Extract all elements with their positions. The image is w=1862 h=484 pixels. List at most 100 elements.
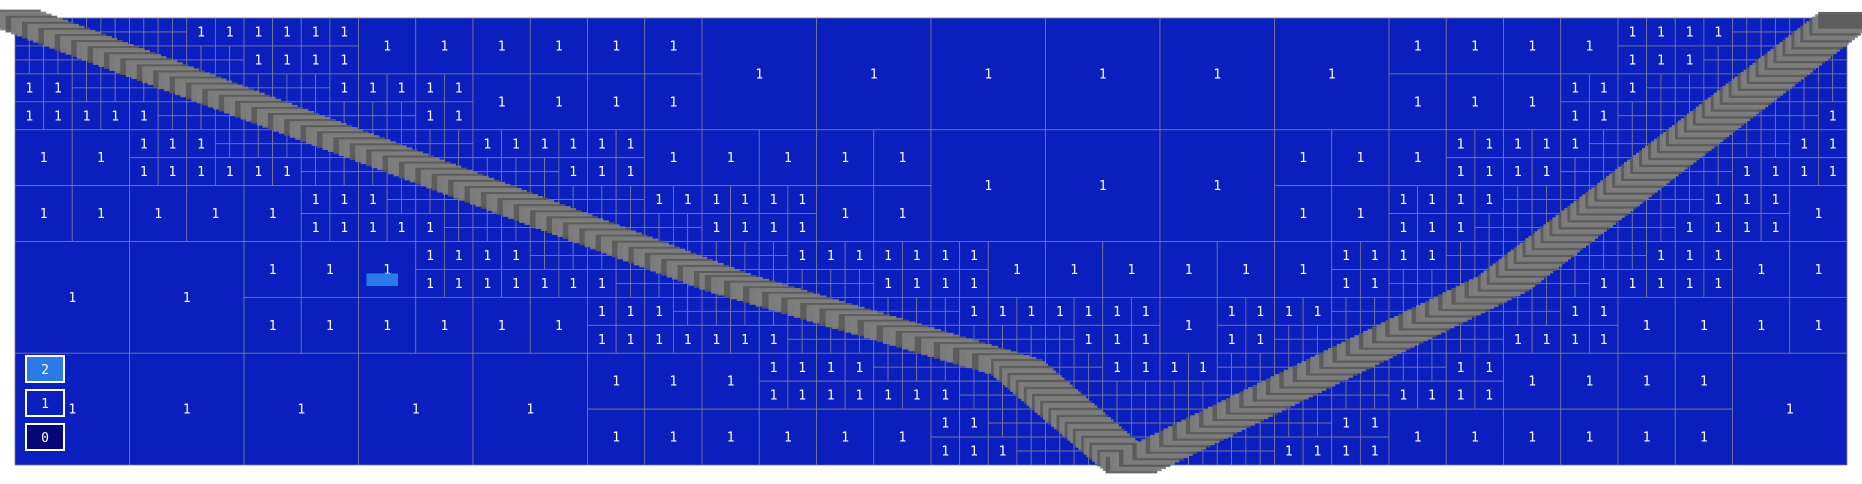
matrix-block (758, 241, 774, 256)
block-value: 1 (512, 249, 520, 264)
block-value: 1 (669, 431, 677, 446)
block-value: 1 (254, 26, 262, 41)
matrix-block (157, 129, 188, 159)
block-value: 1 (1600, 277, 1608, 292)
block-value: 1 (1772, 193, 1780, 208)
block-value: 1 (784, 151, 792, 166)
block-value: 1 (483, 277, 491, 292)
matrix-block (1775, 115, 1791, 131)
matrix-block (1188, 394, 1204, 410)
block-value: 1 (1628, 26, 1636, 41)
block-value: 1 (555, 95, 563, 110)
matrix-block (243, 296, 302, 354)
block-value: 1 (483, 249, 491, 264)
matrix-block (1474, 324, 1490, 340)
matrix-block (358, 115, 374, 131)
matrix-block (744, 241, 760, 256)
block-value: 1 (1457, 137, 1465, 152)
block-value: 1 (1356, 207, 1364, 222)
matrix-block (1789, 185, 1848, 242)
matrix-block (630, 213, 646, 228)
matrix-block (873, 408, 932, 466)
matrix-block (1331, 129, 1390, 187)
block-value: 1 (1757, 319, 1765, 334)
block-value: 1 (1757, 263, 1765, 278)
matrix-block (1388, 213, 1419, 242)
matrix-block (1045, 450, 1061, 466)
matrix-block (1646, 101, 1662, 117)
matrix-block (172, 31, 188, 47)
matrix-block (1259, 352, 1275, 368)
matrix-block (1703, 213, 1733, 242)
matrix-block (472, 73, 531, 131)
matrix-block (1259, 422, 1275, 438)
block-value: 1 (1543, 165, 1551, 180)
matrix-block (730, 241, 746, 256)
matrix-block (1474, 241, 1490, 256)
matrix-block (1689, 199, 1705, 214)
matrix-block (873, 380, 903, 410)
matrix-block (1503, 324, 1533, 354)
block-value: 1 (1485, 165, 1493, 180)
block-value: 1 (569, 137, 577, 152)
block-value: 1 (1743, 193, 1751, 208)
block-value: 1 (269, 263, 277, 278)
matrix-block (472, 227, 488, 242)
matrix-block (1331, 394, 1347, 410)
matrix-block (372, 101, 388, 117)
matrix-block (172, 17, 188, 33)
block-value: 1 (369, 193, 377, 208)
block-value: 1 (1328, 67, 1336, 82)
matrix-block (1817, 129, 1848, 159)
block-value: 1 (498, 95, 506, 110)
matrix-block (486, 157, 503, 173)
block-value: 1 (426, 109, 434, 124)
block-value: 1 (841, 431, 849, 446)
matrix-block (257, 129, 274, 145)
matrix-block (1345, 310, 1361, 326)
block-value: 1 (741, 333, 749, 348)
block-value: 1 (1686, 277, 1694, 292)
matrix-block (816, 129, 875, 187)
matrix-block (1331, 269, 1361, 298)
matrix-block (286, 87, 302, 103)
matrix-block (1274, 17, 1390, 131)
block-value: 1 (1814, 207, 1822, 222)
matrix-block (1331, 241, 1361, 270)
matrix-block (1130, 352, 1161, 382)
matrix-block (1703, 59, 1719, 75)
matrix-block (1560, 269, 1576, 284)
matrix-block (243, 352, 359, 466)
block-value: 1 (1457, 361, 1465, 376)
block-value: 1 (1471, 39, 1479, 54)
block-value: 1 (1142, 361, 1150, 376)
matrix-block (129, 31, 145, 47)
block-value: 1 (269, 319, 277, 334)
matrix-block (243, 129, 259, 145)
block-value: 1 (1686, 53, 1694, 68)
block-value: 1 (1471, 95, 1479, 110)
matrix-block (100, 17, 116, 33)
matrix-block (1588, 129, 1605, 145)
matrix-block (587, 185, 603, 201)
block-value: 1 (312, 26, 320, 41)
matrix-block (300, 185, 331, 214)
block-value: 1 (970, 249, 978, 264)
matrix-block (615, 269, 631, 284)
matrix-block (887, 296, 903, 312)
matrix-block (644, 408, 703, 466)
legend-swatch-2 (25, 355, 65, 383)
matrix-diagonal (0, 9, 1862, 474)
matrix-block (887, 352, 903, 368)
matrix-block (1445, 17, 1504, 75)
block-value: 1 (426, 277, 434, 292)
block-value: 1 (1628, 53, 1636, 68)
matrix-block (443, 143, 460, 159)
matrix-block (100, 73, 116, 89)
block-value: 1 (627, 165, 635, 180)
matrix-block (1188, 352, 1218, 382)
matrix-block (830, 338, 846, 354)
block-value: 1 (1342, 277, 1350, 292)
block-value: 1 (770, 221, 778, 236)
matrix-block (1388, 129, 1447, 187)
